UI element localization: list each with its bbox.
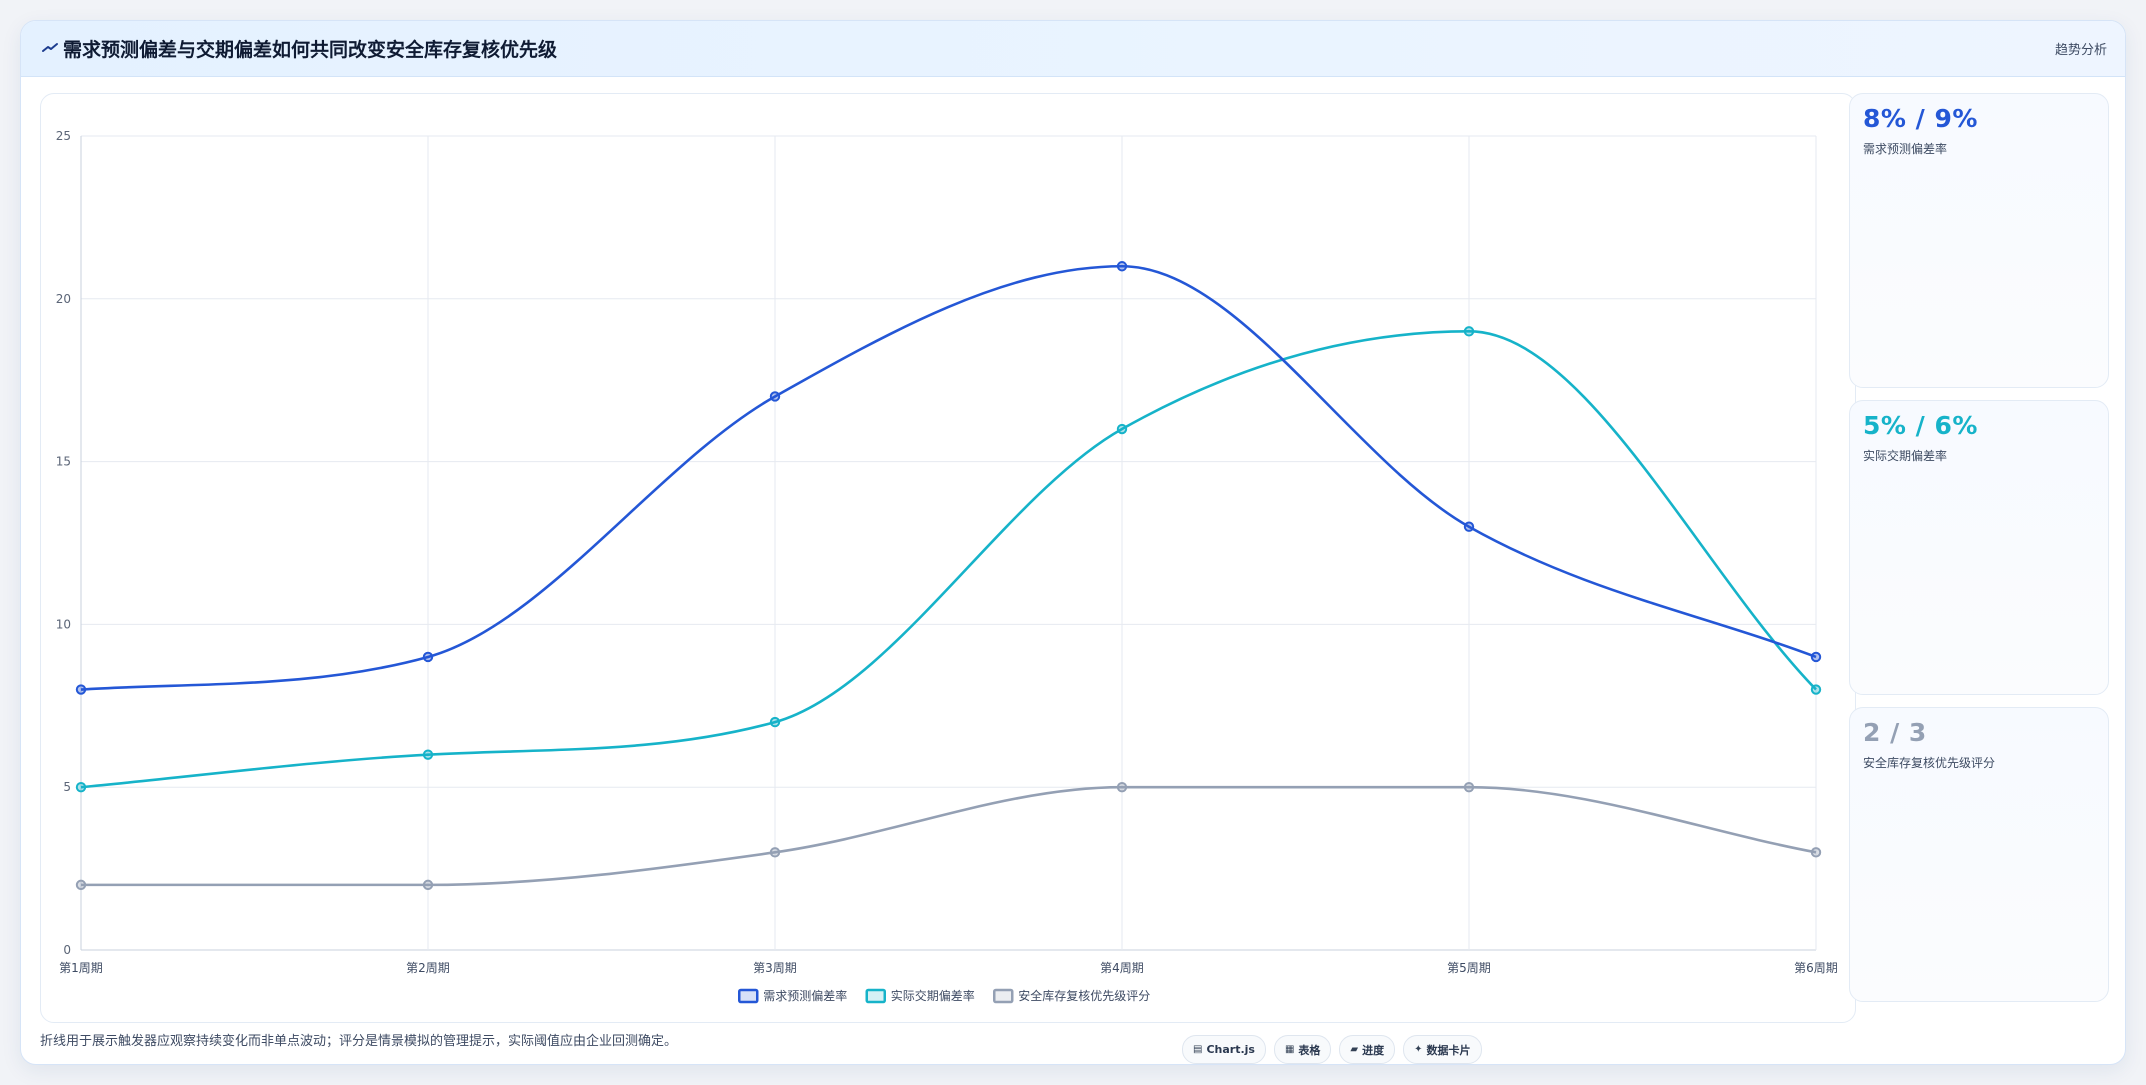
data-point xyxy=(75,879,87,891)
chart-icon: ▤ xyxy=(1193,1044,1203,1055)
kpi-card-priority: 2 / 3 安全库存复核优先级评分 xyxy=(1849,707,2109,1002)
analysis-tag: 趋势分析 xyxy=(2054,43,2107,58)
chip-chartjs[interactable]: ▤ Chart.js xyxy=(1182,1035,1266,1064)
series-line xyxy=(81,785,1817,887)
x-tick-label: 第2周期 xyxy=(406,961,450,975)
y-tick-label: 10 xyxy=(56,617,71,631)
legend-label: 需求预测偏差率 xyxy=(763,988,847,1003)
series-line xyxy=(80,264,1817,691)
data-point xyxy=(422,749,434,760)
legend-swatch xyxy=(993,988,1014,1004)
chip-data-card[interactable]: ✦ 数据卡片 xyxy=(1403,1035,1482,1064)
kpi-value: 2 / 3 xyxy=(1863,718,1927,747)
data-point xyxy=(422,879,434,891)
data-point xyxy=(1810,847,1822,858)
data-point xyxy=(769,391,781,402)
dashboard-card: 需求预测偏差与交期偏差如何共同改变安全库存复核优先级 趋势分析 0 5 10 15 20… xyxy=(20,20,2126,1065)
kpi-label: 安全库存复核优先级评分 xyxy=(1863,756,1996,770)
legend-label: 实际交期偏差率 xyxy=(891,988,975,1003)
kpi-value: 5% / 6% xyxy=(1863,411,1978,440)
chip-table[interactable]: ▦ 表格 xyxy=(1273,1035,1332,1064)
x-tick-label: 第5周期 xyxy=(1447,961,1491,975)
page-title: 需求预测偏差与交期偏差如何共同改变安全库存复核优先级 xyxy=(63,39,558,61)
header-bar: 需求预测偏差与交期偏差如何共同改变安全库存复核优先级 趋势分析 xyxy=(21,21,2125,77)
chip-label: 进度 xyxy=(1362,1043,1385,1057)
table-icon: ▦ xyxy=(1284,1044,1295,1055)
x-tick-label: 第6周期 xyxy=(1794,961,1838,975)
chip-label: 表格 xyxy=(1298,1043,1321,1057)
data-point xyxy=(1463,521,1475,532)
line-chart: 0 5 10 15 20 25 第1周期 第2周期 第3周期 第4周期 第5周期 第6周期需求预测偏差… xyxy=(56,129,1838,1004)
y-tick-label: 15 xyxy=(56,455,71,469)
chip-label: 数据卡片 xyxy=(1426,1043,1471,1057)
data-point xyxy=(1116,261,1128,272)
kpi-card-leadtime: 5% / 6% 实际交期偏差率 xyxy=(1849,400,2109,695)
data-point xyxy=(75,684,87,695)
legend-label: 安全库存复核优先级评分 xyxy=(1018,988,1150,1003)
x-tick-label: 第3周期 xyxy=(753,961,797,975)
chip-label: Chart.js xyxy=(1206,1043,1255,1056)
kpi-card-demand: 8% / 9% 需求预测偏差率 xyxy=(1849,93,2109,388)
y-tick-label: 20 xyxy=(56,292,71,306)
chart-panel: 0 5 10 15 20 25 第1周期 第2周期 第3周期 第4周期 第5周期 第6周期需求预测偏差… xyxy=(40,93,1856,1023)
y-tick-label: 0 xyxy=(63,943,71,957)
data-point xyxy=(1463,326,1475,337)
sparkle-icon: ✦ xyxy=(1414,1044,1423,1055)
x-tick-label: 第1周期 xyxy=(59,961,103,975)
series-line xyxy=(80,330,1817,789)
kpi-value: 8% / 9% xyxy=(1863,104,1978,133)
data-point xyxy=(1116,423,1128,435)
legend-swatch xyxy=(738,988,759,1004)
footer-note: 折线用于展示触发器应观察持续变化而非单点波动；评分是情景模拟的管理提示，实际阈值… xyxy=(40,1034,678,1049)
data-point xyxy=(1463,782,1475,793)
data-point xyxy=(75,782,87,793)
data-point xyxy=(1810,651,1822,663)
data-point xyxy=(1116,782,1128,793)
kpi-label: 需求预测偏差率 xyxy=(1863,142,1948,156)
kpi-label: 实际交期偏差率 xyxy=(1863,449,1948,463)
x-tick-label: 第4周期 xyxy=(1100,961,1144,975)
y-tick-label: 5 xyxy=(63,780,71,794)
chip-progress[interactable]: ▰ 进度 xyxy=(1339,1035,1396,1064)
tech-chips: ▤ Chart.js ▦ 表格 ▰ 进度 ✦ 数据卡片 xyxy=(1182,1035,1482,1064)
data-point xyxy=(422,651,434,663)
data-point xyxy=(769,847,781,858)
legend-swatch xyxy=(865,988,886,1004)
data-point xyxy=(1810,684,1822,695)
y-tick-label: 25 xyxy=(56,129,71,143)
data-point xyxy=(769,716,781,728)
trend-line-icon xyxy=(42,43,58,52)
progress-icon: ▰ xyxy=(1350,1044,1359,1055)
